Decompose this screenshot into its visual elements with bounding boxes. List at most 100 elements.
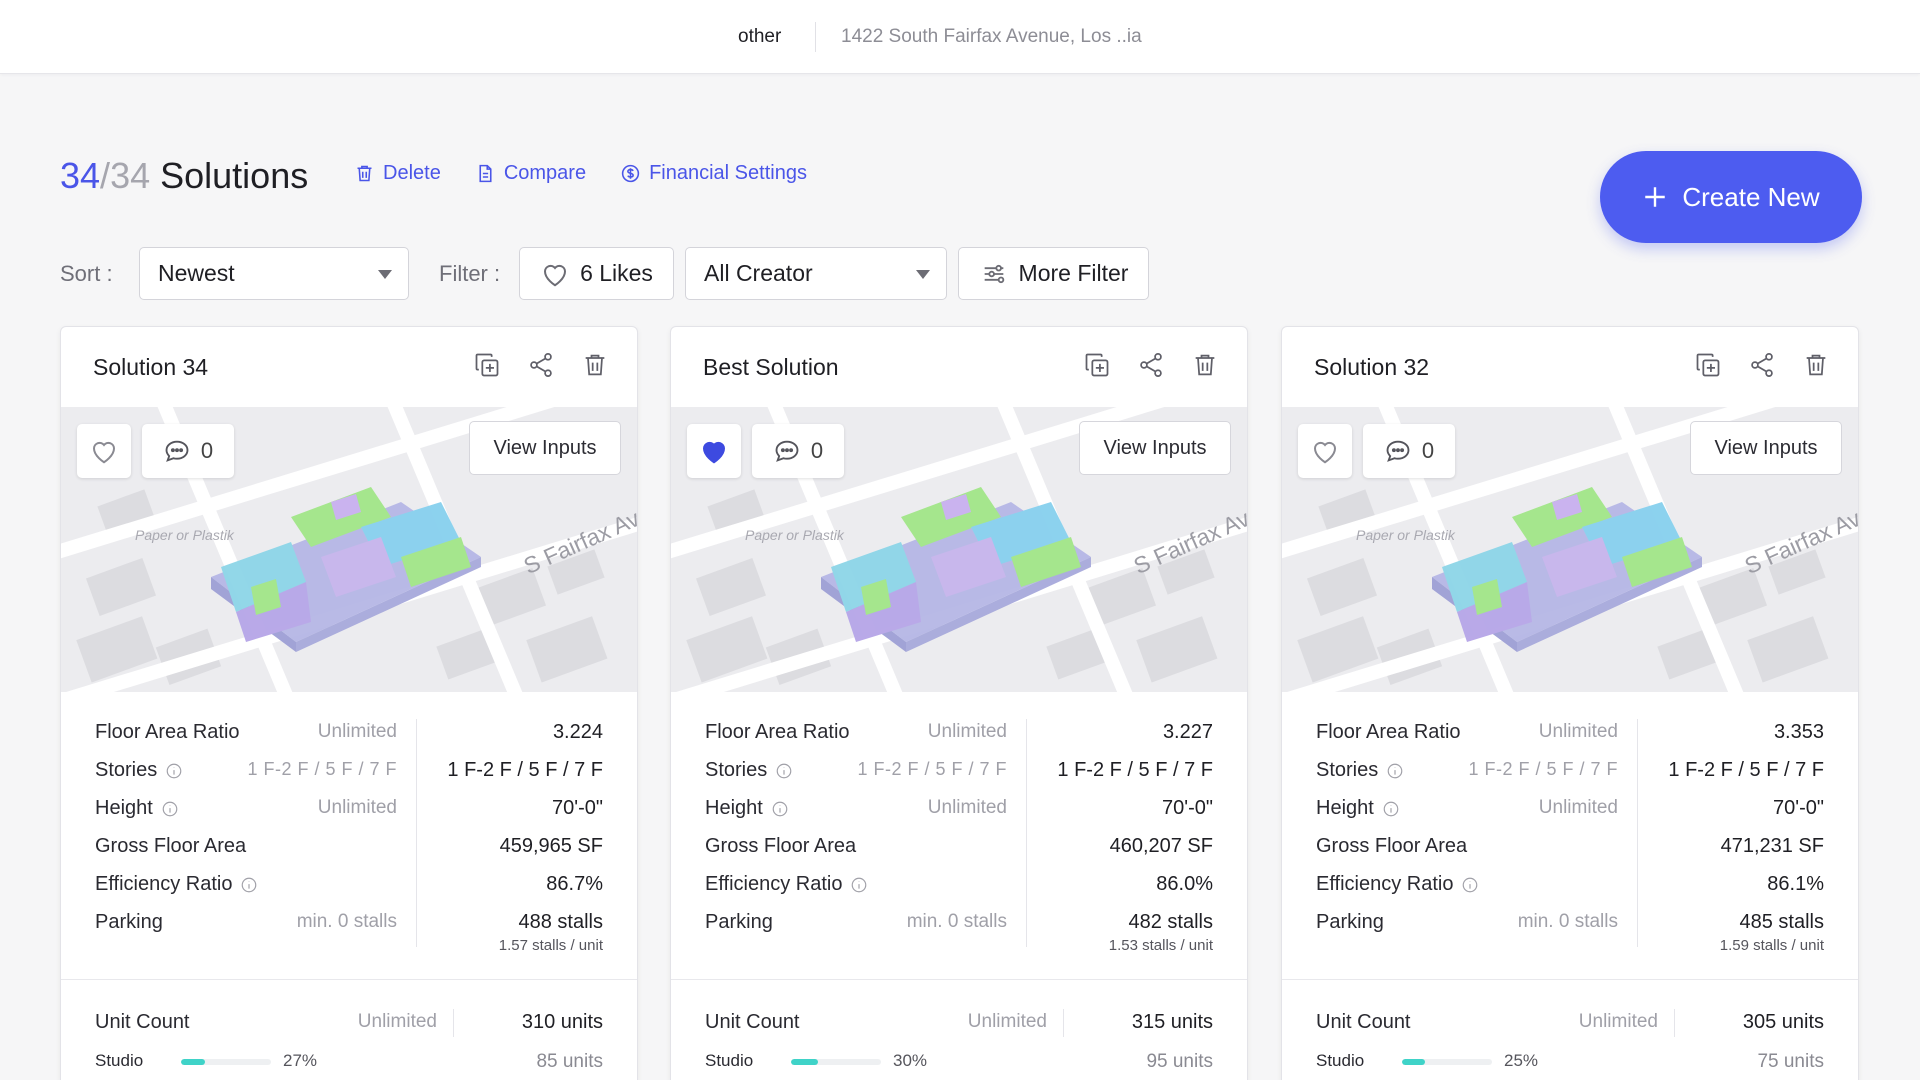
financial-settings-button[interactable]: Financial Settings [620, 162, 807, 185]
creator-select[interactable]: All Creator [685, 247, 947, 300]
metric-value: 86.1% [1767, 873, 1824, 895]
trash-icon[interactable] [1191, 351, 1219, 379]
likes-filter-button[interactable]: 6 Likes [519, 247, 674, 300]
metric-requirement: 1 F-2 F / 5 F / 7 F [1468, 759, 1618, 779]
unit-count-row: Unit Count Unlimited 305 units [1282, 1009, 1858, 1045]
metric-label: Floor Area Ratio [705, 721, 850, 743]
unit-count-row: Unit Count Unlimited 310 units [61, 1009, 637, 1045]
metric-label: Parking [705, 911, 773, 933]
info-icon[interactable] [1461, 876, 1479, 894]
view-inputs-button[interactable]: View Inputs [469, 421, 621, 475]
studio-row: Studio 25% 75 units [1282, 1051, 1858, 1080]
map-place-label: Paper or Plastik [745, 527, 844, 543]
metric-requirement: min. 0 stalls [1517, 911, 1618, 932]
metric-requirement: Unlimited [317, 797, 397, 818]
metric-far: Floor Area Ratio Unlimited 3.353 [1282, 715, 1858, 753]
unit-count-row: Unit Count Unlimited 315 units [671, 1009, 1247, 1045]
metric-height: Height Unlimited 70'-0" [1282, 791, 1858, 829]
delete-button[interactable]: Delete [354, 162, 441, 185]
card-title[interactable]: Solution 34 [93, 354, 209, 380]
unit-count-value: 305 units [1742, 1011, 1824, 1033]
trash-icon[interactable] [1802, 351, 1830, 379]
metric-requirement: Unlimited [317, 721, 397, 742]
metric-value: 1 F-2 F / 5 F / 7 F [1668, 759, 1824, 781]
metric-value: 460,207 SF [1109, 835, 1213, 857]
sort-select[interactable]: Newest [139, 247, 409, 300]
comments-button[interactable]: 0 [142, 424, 234, 478]
studio-row: Studio 27% 85 units [61, 1051, 637, 1080]
metric-stories: Stories 1 F-2 F / 5 F / 7 F 1 F-2 F / 5 … [1282, 753, 1858, 791]
map-place-label: Paper or Plastik [135, 527, 234, 543]
massing-preview[interactable]: Paper or Plastik S Fairfax Av 0 View Inp… [1282, 407, 1858, 692]
plus-icon [1645, 187, 1666, 207]
metric-label: Efficiency Ratio [705, 873, 868, 896]
metric-value: 3.224 [552, 721, 603, 743]
view-inputs-button[interactable]: View Inputs [1690, 421, 1842, 475]
info-icon[interactable] [165, 762, 183, 780]
like-button[interactable] [687, 424, 741, 478]
studio-units: 85 units [536, 1051, 603, 1072]
more-filter-button[interactable]: More Filter [958, 247, 1149, 300]
unit-count-label: Unit Count [1316, 1011, 1411, 1033]
studio-progress-fill [1402, 1059, 1425, 1065]
duplicate-icon[interactable] [1694, 351, 1722, 379]
share-icon[interactable] [1137, 351, 1165, 379]
create-new-label: Create New [1682, 181, 1820, 212]
comment-icon [775, 440, 799, 462]
project-address[interactable]: 1422 South Fairfax Avenue, Los ..ia [841, 26, 1142, 47]
info-icon[interactable] [1382, 800, 1400, 818]
metric-value: 70'-0" [1162, 797, 1213, 819]
info-icon[interactable] [850, 876, 868, 894]
unit-count-requirement: Unlimited [967, 1011, 1047, 1032]
create-new-button[interactable]: Create New [1600, 151, 1862, 243]
massing-preview[interactable]: Paper or Plastik S Fairfax Av 0 View Inp… [671, 407, 1247, 692]
card-title[interactable]: Best Solution [703, 354, 839, 380]
compare-button[interactable]: Compare [475, 162, 586, 185]
share-icon[interactable] [527, 351, 555, 379]
info-icon[interactable] [1386, 762, 1404, 780]
studio-label: Studio [1316, 1051, 1365, 1070]
studio-progress-fill [181, 1059, 206, 1065]
trash-icon[interactable] [581, 351, 609, 379]
solution-card-3[interactable]: Solution 32 [1281, 326, 1859, 1080]
studio-progress-bar [181, 1059, 271, 1065]
metric-value: 485 stalls [1739, 911, 1825, 933]
project-name[interactable]: other [738, 26, 782, 47]
info-icon[interactable] [161, 800, 179, 818]
solution-card-2[interactable]: Best Solution [670, 326, 1248, 1080]
duplicate-icon[interactable] [1083, 351, 1111, 379]
metric-requirement: 1 F-2 F / 5 F / 7 F [857, 759, 1007, 779]
info-icon[interactable] [771, 800, 789, 818]
solution-card-1[interactable]: Solution 34 [60, 326, 638, 1080]
column-divider [416, 719, 417, 947]
metric-requirement: min. 0 stalls [296, 911, 397, 932]
card-title[interactable]: Solution 32 [1314, 354, 1430, 380]
parking-ratio: 1.57 stalls / unit [498, 937, 603, 954]
unit-count-label: Unit Count [705, 1011, 800, 1033]
info-icon[interactable] [775, 762, 793, 780]
metric-efficiency-ratio: Efficiency Ratio 86.7% [61, 867, 637, 905]
section-divider [61, 979, 637, 980]
massing-preview[interactable]: Paper or Plastik S Fairfax Av 0 View Inp… [61, 407, 637, 692]
card-header: Best Solution [671, 327, 1247, 407]
studio-percent: 27% [283, 1051, 318, 1070]
info-icon[interactable] [240, 876, 258, 894]
metric-label: Parking [95, 911, 163, 933]
heart-icon [1313, 441, 1337, 464]
top-bar-divider [815, 22, 816, 52]
like-button[interactable] [1298, 424, 1352, 478]
sort-label: Sort : [60, 261, 113, 286]
view-inputs-button[interactable]: View Inputs [1079, 421, 1231, 475]
solution-count: 34 [60, 155, 101, 196]
comments-button[interactable]: 0 [752, 424, 844, 478]
studio-progress-bar [1402, 1059, 1492, 1065]
metric-requirement: Unlimited [1538, 797, 1618, 818]
solution-total: 34 [110, 155, 151, 196]
duplicate-icon[interactable] [473, 351, 501, 379]
comments-button[interactable]: 0 [1363, 424, 1455, 478]
share-icon[interactable] [1748, 351, 1776, 379]
studio-progress-bar [791, 1059, 881, 1065]
metric-requirement: Unlimited [927, 721, 1007, 742]
like-button[interactable] [77, 424, 131, 478]
metric-label: Efficiency Ratio [1316, 873, 1479, 896]
